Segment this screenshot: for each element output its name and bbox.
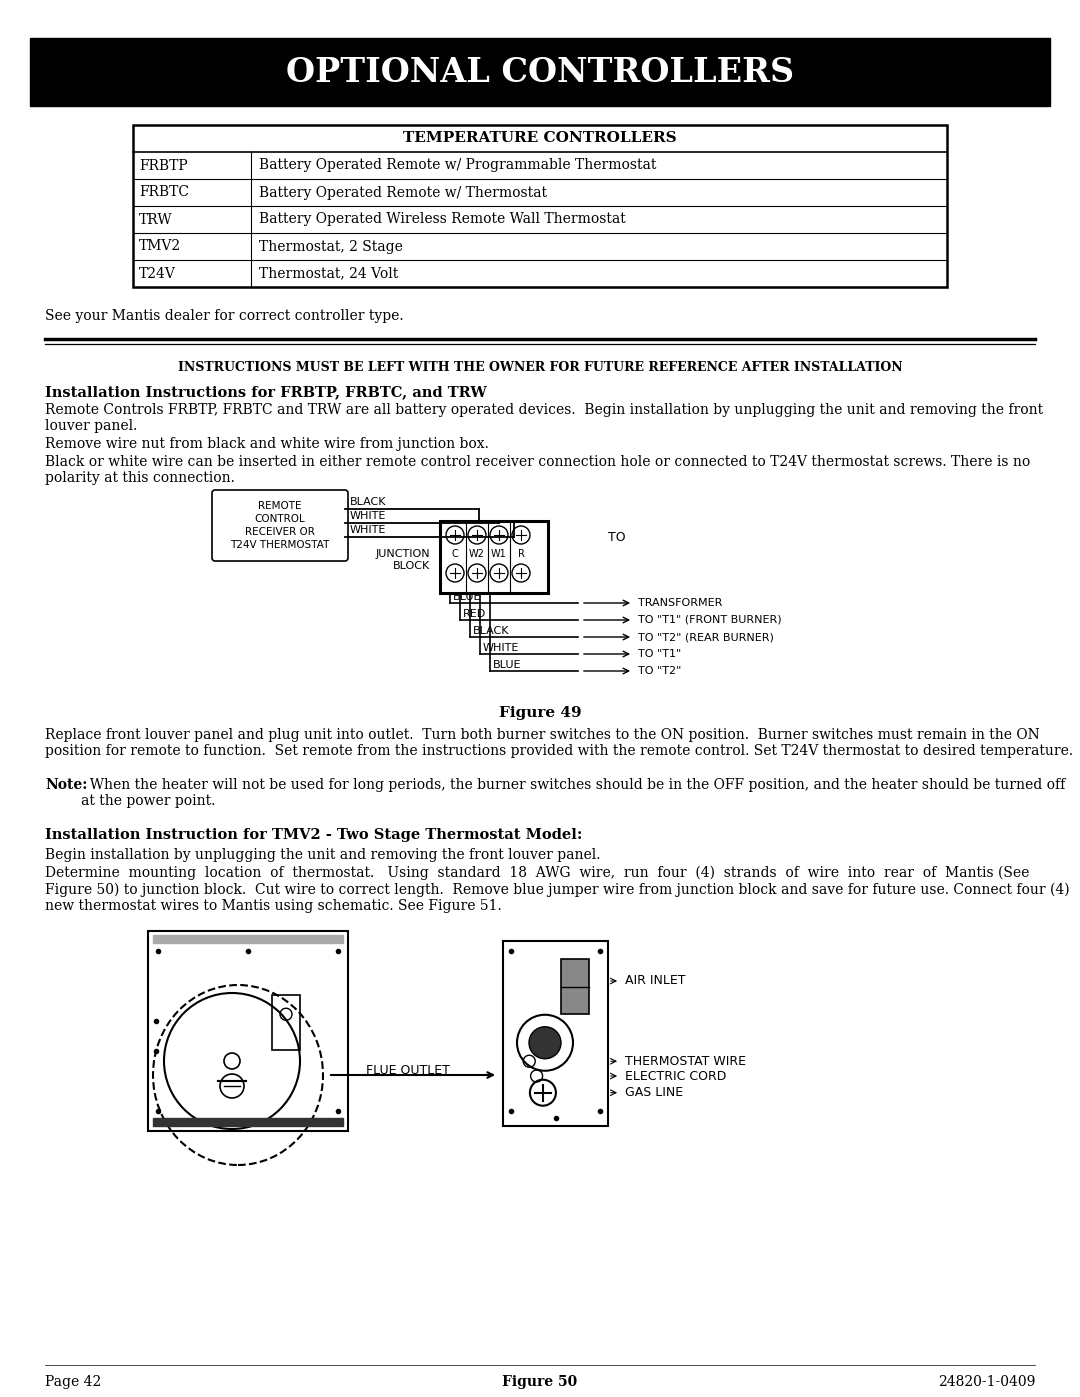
- Text: WHITE: WHITE: [483, 643, 519, 652]
- Text: ELECTRIC CORD: ELECTRIC CORD: [625, 1070, 727, 1083]
- Text: OPTIONAL CONTROLLERS: OPTIONAL CONTROLLERS: [286, 56, 794, 88]
- Text: 24820-1-0409: 24820-1-0409: [937, 1375, 1035, 1389]
- Text: CONTROL: CONTROL: [255, 514, 306, 524]
- Bar: [561, 958, 589, 1014]
- Text: TO "T1" (FRONT BURNER): TO "T1" (FRONT BURNER): [638, 615, 782, 624]
- Bar: [440, 521, 548, 592]
- Circle shape: [529, 1027, 561, 1059]
- Text: When the heater will not be used for long periods, the burner switches should be: When the heater will not be used for lon…: [81, 778, 1065, 809]
- Text: BLACK: BLACK: [473, 626, 510, 636]
- Text: Replace front louver panel and plug unit into outlet.  Turn both burner switches: Replace front louver panel and plug unit…: [45, 728, 1074, 759]
- Text: THERMOSTAT WIRE: THERMOSTAT WIRE: [625, 1055, 746, 1067]
- Bar: [30, 38, 1050, 106]
- Text: FLUE OUTLET: FLUE OUTLET: [366, 1065, 450, 1077]
- Text: AIR INLET: AIR INLET: [625, 975, 686, 988]
- Text: T24V THERMOSTAT: T24V THERMOSTAT: [230, 541, 329, 550]
- Text: RECEIVER OR: RECEIVER OR: [245, 527, 315, 536]
- Text: WHITE: WHITE: [350, 511, 387, 521]
- Text: C: C: [451, 549, 458, 559]
- Text: BLUE: BLUE: [492, 659, 522, 671]
- Text: Thermostat, 2 Stage: Thermostat, 2 Stage: [259, 239, 403, 253]
- Text: TO "T1": TO "T1": [638, 650, 681, 659]
- Text: Note:: Note:: [45, 778, 87, 792]
- Bar: [153, 935, 343, 943]
- Text: Thermostat, 24 Volt: Thermostat, 24 Volt: [259, 267, 399, 281]
- Bar: [153, 1118, 343, 1126]
- Text: BLACK: BLACK: [350, 497, 387, 507]
- Text: Installation Instruction for TMV2 - Two Stage Thermostat Model:: Installation Instruction for TMV2 - Two …: [45, 828, 582, 842]
- Bar: [272, 995, 300, 1051]
- Text: GAS LINE: GAS LINE: [625, 1087, 684, 1099]
- Text: TMV2: TMV2: [139, 239, 181, 253]
- Text: FRBTC: FRBTC: [139, 186, 189, 200]
- Text: BLUE: BLUE: [453, 592, 482, 602]
- Text: Determine  mounting  location  of  thermostat.   Using  standard  18  AWG  wire,: Determine mounting location of thermosta…: [45, 866, 1069, 914]
- Text: Figure 50: Figure 50: [502, 1375, 578, 1389]
- Text: T24V: T24V: [139, 267, 176, 281]
- Text: R: R: [517, 549, 525, 559]
- Text: W1: W1: [491, 549, 507, 559]
- Text: W2: W2: [469, 549, 485, 559]
- Text: Page 42: Page 42: [45, 1375, 102, 1389]
- Text: Battery Operated Wireless Remote Wall Thermostat: Battery Operated Wireless Remote Wall Th…: [259, 212, 625, 226]
- Text: INSTRUCTIONS MUST BE LEFT WITH THE OWNER FOR FUTURE REFERENCE AFTER INSTALLATION: INSTRUCTIONS MUST BE LEFT WITH THE OWNER…: [178, 360, 902, 374]
- Text: TO "T2": TO "T2": [638, 666, 681, 676]
- Text: RED: RED: [463, 609, 486, 619]
- Text: TEMPERATURE CONTROLLERS: TEMPERATURE CONTROLLERS: [403, 131, 677, 145]
- Text: FRBTP: FRBTP: [139, 158, 188, 172]
- Text: TRANSFORMER: TRANSFORMER: [638, 598, 723, 608]
- Text: Remote Controls FRBTP, FRBTC and TRW are all battery operated devices.  Begin in: Remote Controls FRBTP, FRBTC and TRW are…: [45, 402, 1043, 433]
- Text: BLOCK: BLOCK: [393, 562, 430, 571]
- Bar: [148, 930, 348, 1132]
- Text: TO: TO: [608, 531, 625, 543]
- Bar: [133, 124, 947, 286]
- Text: Battery Operated Remote w/ Programmable Thermostat: Battery Operated Remote w/ Programmable …: [259, 158, 657, 172]
- Text: See your Mantis dealer for correct controller type.: See your Mantis dealer for correct contr…: [45, 309, 404, 323]
- Text: REMOTE: REMOTE: [258, 502, 301, 511]
- Text: Black or white wire can be inserted in either remote control receiver connection: Black or white wire can be inserted in e…: [45, 455, 1030, 485]
- Text: Remove wire nut from black and white wire from junction box.: Remove wire nut from black and white wir…: [45, 437, 489, 451]
- Text: Installation Instructions for FRBTP, FRBTC, and TRW: Installation Instructions for FRBTP, FRB…: [45, 386, 487, 400]
- Text: TRW: TRW: [139, 212, 173, 226]
- Text: WHITE: WHITE: [350, 525, 387, 535]
- Text: JUNCTION: JUNCTION: [376, 549, 430, 559]
- Text: TO "T2" (REAR BURNER): TO "T2" (REAR BURNER): [638, 631, 774, 643]
- Bar: [503, 942, 608, 1126]
- Text: Begin installation by unplugging the unit and removing the front louver panel.: Begin installation by unplugging the uni…: [45, 848, 600, 862]
- Text: Figure 49: Figure 49: [499, 705, 581, 719]
- Text: Battery Operated Remote w/ Thermostat: Battery Operated Remote w/ Thermostat: [259, 186, 546, 200]
